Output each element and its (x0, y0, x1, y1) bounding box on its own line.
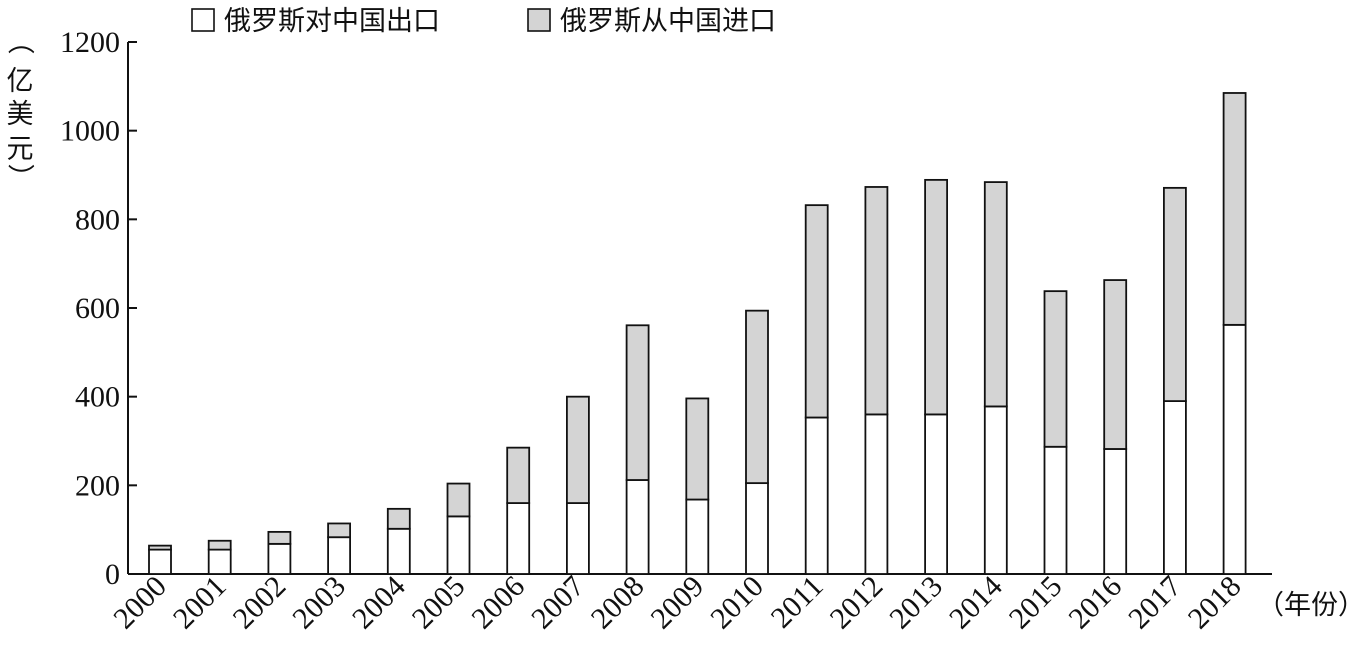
x-tick-label: 2006 (465, 570, 531, 636)
bar-segment-export-2014 (983, 405, 1008, 575)
bar-segment-import-2000 (148, 544, 172, 551)
x-tick-label: 2005 (406, 570, 472, 636)
bar-segment-import-2012 (864, 186, 889, 416)
bar-segment-export-2012 (864, 413, 889, 575)
x-axis-unit-label: （年份） (1257, 590, 1365, 621)
y-unit-char: 元 (7, 134, 34, 165)
x-tick-label: 2007 (525, 570, 591, 636)
x-tick-label: 2017 (1122, 570, 1188, 636)
x-tick-label: 2003 (286, 570, 352, 636)
bar-segment-import-2013 (924, 178, 948, 416)
x-tick-label: 2010 (704, 570, 770, 636)
bar-segment-import-2014 (983, 181, 1008, 408)
bar-segment-export-2013 (924, 413, 948, 575)
legend: 俄罗斯对中国出口 俄罗斯从中国进口 (191, 6, 776, 37)
bars (148, 92, 1247, 575)
bar-segment-import-2010 (745, 309, 769, 485)
bar-segment-export-2005 (446, 515, 471, 575)
bar-segment-export-2011 (804, 416, 829, 575)
bar-segment-export-2001 (207, 548, 232, 575)
x-tick-label: 2014 (943, 570, 1009, 636)
bar-segment-import-2009 (685, 397, 710, 501)
bar-segment-export-2007 (566, 502, 590, 575)
bar-segment-import-2017 (1163, 186, 1187, 403)
bar-segment-export-2004 (386, 527, 411, 575)
bar-segment-export-2006 (506, 502, 531, 575)
bar-segment-import-2007 (566, 395, 590, 504)
bar-segment-export-2002 (267, 542, 292, 575)
legend-label-export: 俄罗斯对中国出口 (224, 6, 440, 37)
bar-segment-export-2000 (148, 548, 172, 575)
x-tick-label: 2008 (585, 570, 651, 636)
x-tick-label: 2011 (765, 570, 830, 635)
bar-segment-export-2008 (625, 479, 650, 575)
y-tick-label: 400 (75, 381, 120, 414)
bar-segment-export-2018 (1222, 323, 1247, 575)
bar-segment-export-2017 (1163, 400, 1187, 575)
bar-segment-import-2008 (625, 324, 650, 481)
x-tick-label: 2015 (1003, 570, 1069, 636)
bar-segment-import-2003 (327, 522, 352, 539)
x-tick-label: 2018 (1182, 570, 1248, 636)
y-unit-char: ） (4, 164, 35, 191)
y-axis-ticks: 0 200 400 600 800 1000 1200 (60, 26, 137, 591)
bar-segment-import-2001 (207, 539, 232, 551)
legend-swatch-export (191, 8, 215, 32)
bar-segment-import-2016 (1103, 279, 1128, 450)
bar-segment-export-2016 (1103, 448, 1128, 575)
y-tick-label: 0 (105, 558, 120, 591)
bar-segment-export-2003 (327, 536, 352, 575)
bar-segment-import-2004 (386, 507, 411, 530)
y-tick-label: 1200 (60, 26, 120, 59)
bar-segment-export-2010 (745, 482, 769, 575)
legend-swatch-import (527, 8, 551, 32)
bar-segment-import-2006 (506, 446, 531, 504)
x-axis-ticks: 2000200120022003200420052006200720082009… (107, 570, 1247, 636)
y-axis-unit-label: （ 亿美元） (4, 28, 35, 191)
x-tick-label: 2012 (824, 570, 890, 636)
bar-segment-export-2015 (1043, 445, 1068, 575)
y-unit-char: 美 (7, 99, 34, 130)
y-tick-label: 200 (75, 469, 120, 502)
x-tick-label: 2009 (644, 570, 710, 636)
bar-segment-import-2005 (446, 482, 471, 518)
y-unit-char: （ (4, 28, 35, 55)
y-tick-label: 1000 (60, 115, 120, 148)
bar-segment-import-2002 (267, 530, 292, 545)
legend-label-import: 俄罗斯从中国进口 (560, 6, 776, 37)
bar-segment-export-2009 (685, 498, 710, 575)
y-tick-label: 600 (75, 292, 120, 325)
x-tick-label: 2001 (167, 570, 233, 636)
bar-segment-import-2015 (1043, 290, 1068, 448)
y-unit-char: 亿 (7, 66, 34, 97)
bar-segment-import-2011 (804, 204, 829, 419)
x-tick-label: 2002 (227, 570, 293, 636)
bar-segment-import-2018 (1222, 92, 1247, 326)
x-tick-label: 2016 (1062, 570, 1128, 636)
x-tick-label: 2013 (883, 570, 949, 636)
x-tick-label: 2004 (346, 570, 412, 636)
y-tick-label: 800 (75, 203, 120, 236)
